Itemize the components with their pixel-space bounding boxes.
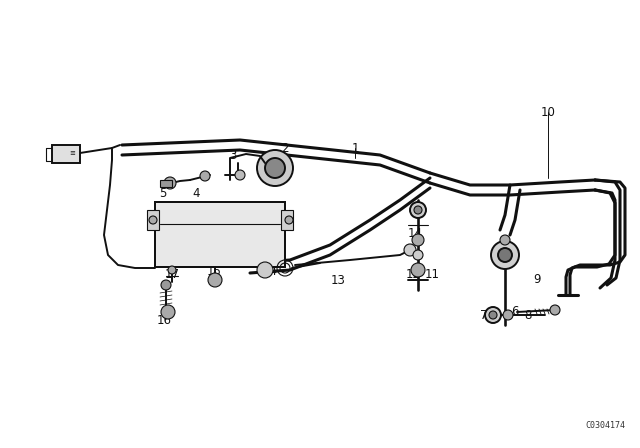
Circle shape [164, 177, 176, 189]
Circle shape [200, 171, 210, 181]
Circle shape [491, 241, 519, 269]
Circle shape [503, 310, 513, 320]
Text: C0304174: C0304174 [585, 421, 625, 430]
Text: ≡: ≡ [69, 150, 75, 156]
Text: 15: 15 [207, 264, 221, 277]
Circle shape [411, 263, 425, 277]
Text: 8: 8 [524, 309, 532, 322]
Text: 17: 17 [164, 267, 179, 280]
Circle shape [500, 235, 510, 245]
Circle shape [257, 262, 273, 278]
Bar [281, 210, 293, 230]
Circle shape [265, 158, 285, 178]
Text: 12: 12 [406, 267, 420, 280]
Text: 2: 2 [281, 142, 289, 155]
Circle shape [489, 311, 497, 319]
Circle shape [257, 150, 293, 186]
Circle shape [412, 234, 424, 246]
Text: 4: 4 [192, 186, 200, 199]
Bar [160, 180, 172, 187]
Circle shape [498, 248, 512, 262]
Bar [52, 145, 80, 163]
Text: 11: 11 [424, 267, 440, 280]
Text: 13: 13 [331, 273, 346, 287]
Circle shape [161, 305, 175, 319]
Bar [147, 210, 159, 230]
Circle shape [235, 170, 245, 180]
Text: 14: 14 [408, 227, 422, 240]
Text: 5: 5 [159, 186, 166, 199]
Text: 7: 7 [480, 309, 488, 322]
Bar [155, 202, 285, 267]
Circle shape [485, 307, 501, 323]
Circle shape [410, 202, 426, 218]
Circle shape [149, 216, 157, 224]
Text: 16: 16 [157, 314, 172, 327]
Bar [155, 202, 285, 267]
Text: 9: 9 [533, 272, 541, 285]
Text: 3: 3 [229, 148, 237, 161]
Text: 6: 6 [511, 305, 519, 318]
Circle shape [161, 280, 171, 290]
Text: 14: 14 [262, 264, 278, 277]
Circle shape [168, 266, 176, 274]
Circle shape [404, 244, 416, 256]
Circle shape [285, 216, 293, 224]
Circle shape [414, 206, 422, 214]
Circle shape [413, 250, 423, 260]
Text: 10: 10 [541, 105, 556, 119]
Text: 1: 1 [351, 142, 359, 155]
Circle shape [208, 273, 222, 287]
Circle shape [550, 305, 560, 315]
